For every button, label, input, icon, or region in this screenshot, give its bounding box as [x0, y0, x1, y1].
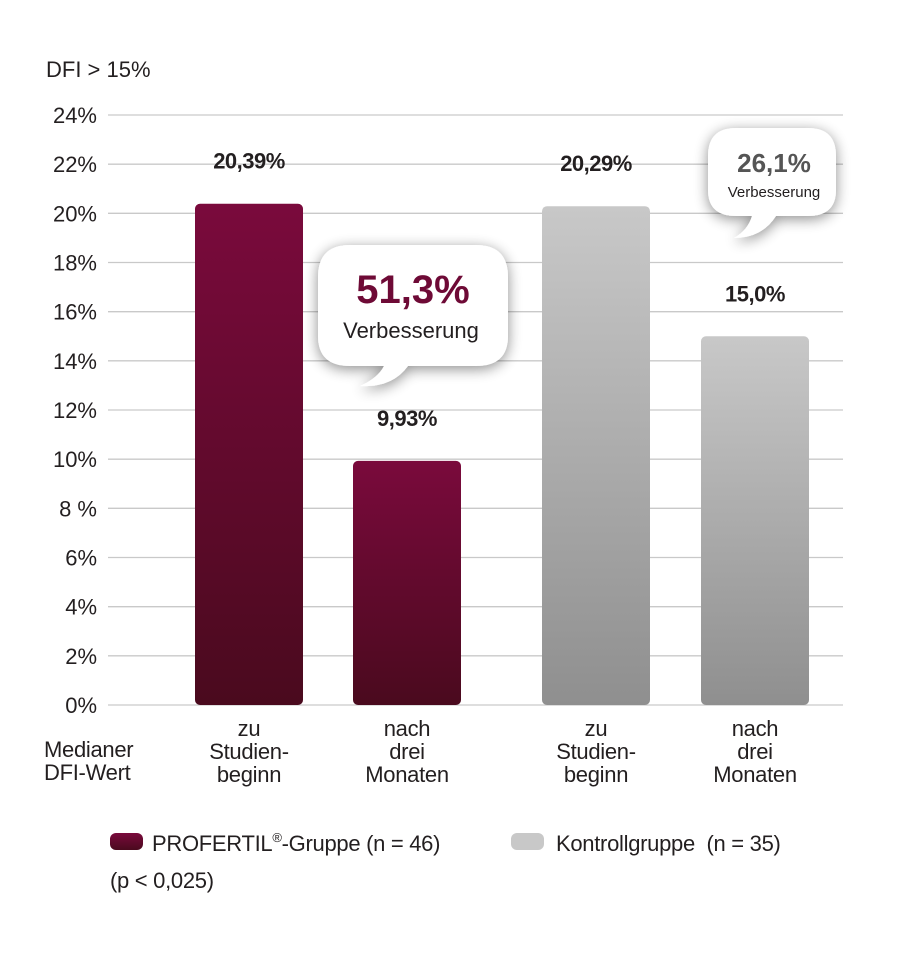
category-label-line: beginn [217, 762, 281, 787]
y-tick-label: 12% [53, 398, 97, 423]
legend-label-kontroll: Kontrollgruppe (n = 35) [556, 831, 781, 856]
improvement-text: Verbesserung [343, 318, 479, 343]
category-label-line: drei [737, 739, 773, 764]
bar-kontroll-after [701, 336, 809, 705]
y-tick-label: 10% [53, 447, 97, 472]
category-label-line: drei [389, 739, 425, 764]
legend-swatch-profertil [110, 833, 143, 850]
value-label: 15,0% [725, 281, 785, 306]
category-labels: zuStudien-beginnnachdreiMonatenzuStudien… [209, 716, 797, 787]
value-labels: 20,39% 9,93% 20,29% 15,0% [213, 149, 785, 431]
category-label-line: nach [732, 716, 779, 741]
row-label: Medianer DFI-Wert [44, 737, 134, 785]
y-tick-label: 0% [65, 693, 97, 718]
value-label: 20,29% [560, 151, 632, 176]
y-axis-ticks: 24% 22% 20% 18% 16% 14% 12% 10% 8 % 6% 4% 2% 0% [53, 103, 97, 718]
category-label-line: Studien- [556, 739, 636, 764]
y-tick-label: 18% [53, 251, 97, 276]
category-label-line: Monaten [713, 762, 797, 787]
bar-profertil-after [353, 460, 461, 705]
improvement-bubble-profertil: 51,3% Verbesserung [318, 245, 508, 387]
y-tick-label: 8 % [59, 496, 97, 521]
improvement-text: Verbesserung [728, 184, 821, 201]
y-tick-label: 2% [65, 644, 97, 669]
legend: PROFERTIL®-Gruppe (n = 46) (p < 0,025) K… [110, 830, 781, 893]
category-label-line: Studien- [209, 739, 289, 764]
category-label-line: nach [384, 716, 431, 741]
speech-bubble-shape [318, 245, 508, 387]
legend-note: (p < 0,025) [110, 868, 214, 893]
y-axis-label: DFI > 15% [46, 57, 151, 82]
bars [195, 203, 809, 705]
category-label-line: Monaten [365, 762, 449, 787]
y-tick-label: 4% [65, 595, 97, 620]
y-tick-label: 20% [53, 201, 97, 226]
legend-swatch-kontroll [511, 833, 544, 850]
speech-bubble-shape [708, 128, 836, 238]
y-tick-label: 24% [53, 103, 97, 128]
y-tick-label: 6% [65, 546, 97, 571]
improvement-value: 26,1% [737, 148, 811, 178]
improvement-bubble-kontroll: 26,1% Verbesserung [708, 128, 836, 238]
category-label-line: beginn [564, 762, 628, 787]
category-label-line: zu [238, 716, 261, 741]
value-label: 9,93% [377, 406, 437, 431]
value-label: 20,39% [213, 149, 285, 174]
improvement-value: 51,3% [356, 268, 469, 312]
y-tick-label: 16% [53, 300, 97, 325]
row-label-line: Medianer [44, 737, 133, 762]
bar-profertil-start [195, 203, 303, 705]
bar-kontroll-start [542, 206, 650, 705]
row-label-line: DFI-Wert [44, 760, 131, 785]
y-tick-label: 22% [53, 152, 97, 177]
y-tick-label: 14% [53, 349, 97, 374]
category-label-line: zu [585, 716, 608, 741]
legend-label-profertil: PROFERTIL®-Gruppe (n = 46) [152, 830, 440, 856]
